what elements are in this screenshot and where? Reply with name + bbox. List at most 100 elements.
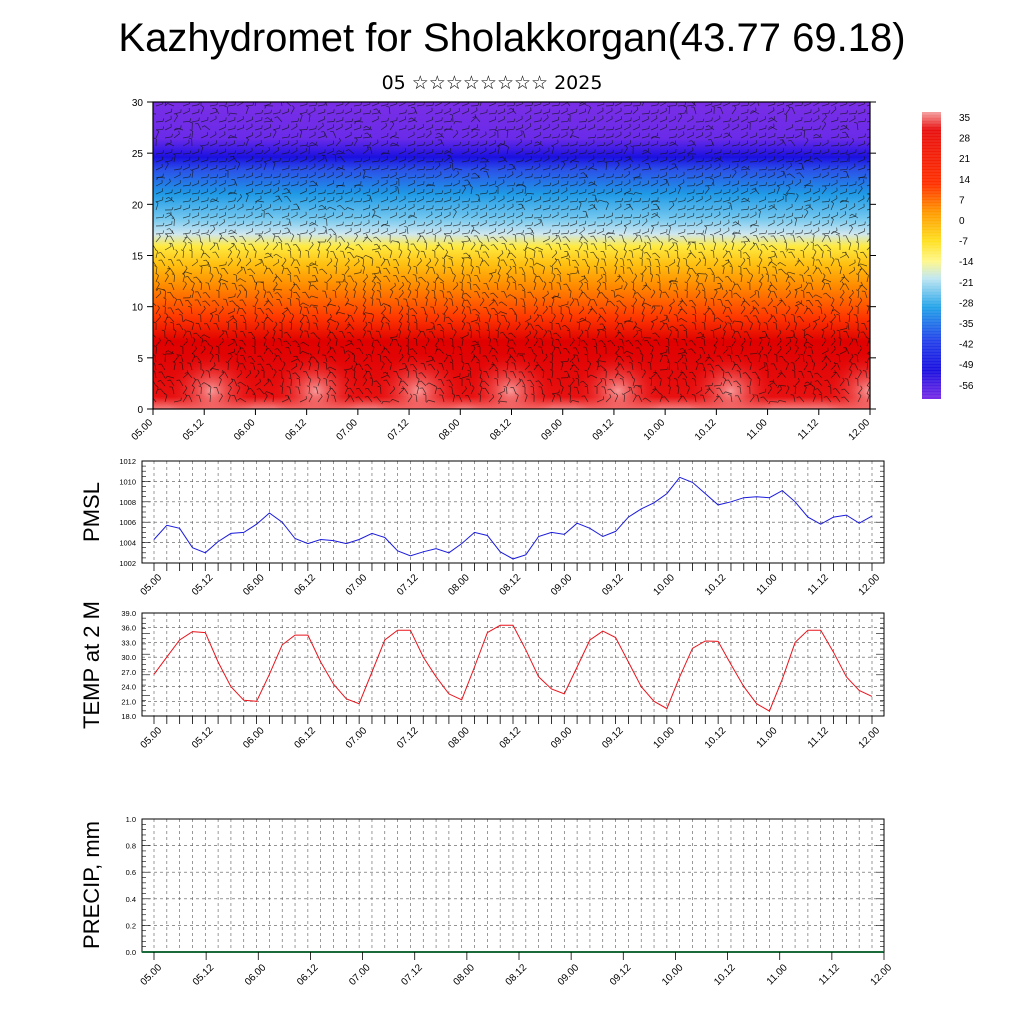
wind-barb-flag (523, 185, 527, 188)
wind-barb (209, 244, 216, 251)
wind-barb (182, 191, 190, 195)
wind-barb (497, 252, 504, 259)
wind-barb (425, 291, 430, 299)
wind-barb (641, 168, 649, 171)
wind-barb (405, 299, 409, 307)
wind-barb-flag (540, 214, 543, 218)
wind-barb (824, 278, 832, 283)
wind-barb (659, 159, 667, 163)
wind-barb-flag (183, 271, 186, 275)
wind-barb (227, 104, 235, 107)
wind-barb (560, 134, 568, 139)
wind-barb-flag (463, 252, 467, 255)
wind-barb (671, 279, 679, 283)
wind-barb (279, 299, 283, 307)
wind-barb (254, 166, 262, 171)
wind-barb (216, 267, 220, 275)
wind-barb-flag (742, 236, 746, 238)
wind-barb (749, 120, 757, 123)
wind-barb-flag (316, 249, 320, 252)
wind-barb (297, 267, 301, 275)
wind-barb (371, 160, 379, 163)
wind-barb (308, 158, 316, 163)
wind-barb-flag (426, 265, 430, 269)
wind-barb (367, 132, 373, 139)
wind-barb (677, 300, 683, 307)
wind-barb (432, 267, 436, 275)
wind-barb-flag (533, 273, 537, 276)
wind-barb (776, 187, 780, 195)
wind-barb-flag (148, 301, 151, 302)
wind-barb-flag (588, 105, 591, 108)
wind-barb (200, 182, 208, 187)
wind-barb (259, 307, 265, 315)
wind-barb (407, 182, 415, 187)
wind-barb (785, 188, 791, 195)
wind-barb (843, 276, 850, 283)
wind-barb (655, 236, 661, 243)
wind-barb (371, 223, 379, 227)
wind-barb (601, 292, 607, 299)
wind-barb-flag (760, 236, 764, 238)
wind-barb (785, 292, 791, 299)
wind-barb (324, 291, 328, 299)
wind-barb-flag (747, 213, 749, 217)
wind-barb-flag (513, 118, 516, 122)
wind-barb (326, 300, 332, 307)
wind-barb (353, 261, 360, 267)
wind-barb (335, 244, 341, 251)
wind-barb-flag (414, 198, 417, 202)
wind-barb (558, 235, 562, 243)
wind-barb (749, 230, 757, 235)
wind-barb (209, 182, 217, 187)
wind-barb (452, 230, 460, 235)
wind-barb-flag (521, 289, 525, 292)
wind-barb-flag (383, 257, 386, 261)
wind-barb-flag (165, 142, 168, 146)
wind-barb (704, 128, 712, 131)
wind-barb-flag (383, 275, 387, 277)
wind-barb-flag (441, 190, 444, 194)
wind-barb (821, 168, 829, 171)
wind-barb (667, 267, 670, 275)
wind-barb (677, 134, 685, 139)
wind-barb-flag (874, 190, 875, 193)
wind-barb (758, 207, 766, 211)
wind-barb (576, 299, 580, 307)
wind-barb (388, 107, 391, 115)
wind-barb-flag (617, 161, 620, 165)
wind-barb (155, 182, 163, 187)
wind-barb (299, 131, 303, 139)
wind-barb (218, 190, 226, 195)
wind-barb (839, 276, 845, 283)
wind-barb (362, 222, 370, 227)
wind-barb (803, 283, 809, 291)
wind-barb (218, 126, 226, 131)
wind-barb (281, 192, 289, 195)
wind-barb (803, 112, 811, 115)
wind-barb (450, 267, 454, 275)
wind-barb (155, 152, 163, 155)
wind-barb-flag (264, 265, 268, 268)
wind-barb (785, 215, 793, 219)
wind-barb (623, 227, 627, 235)
wind-barb (227, 200, 235, 203)
wind-barb (397, 299, 400, 307)
wind-barb (533, 166, 541, 171)
wind-barb (362, 299, 367, 307)
wind-barb (789, 173, 796, 179)
wind-barb (844, 251, 850, 259)
wind-barb (533, 120, 541, 123)
wind-barb (461, 267, 464, 275)
wind-barb (782, 251, 787, 259)
wind-barb (479, 112, 487, 115)
wind-barb-flag (239, 307, 243, 310)
wind-barb (415, 275, 418, 283)
wind-barb (605, 163, 608, 171)
wind-barb-flag (490, 244, 494, 246)
wind-barb (452, 144, 460, 147)
wind-barb (776, 110, 784, 115)
wind-barb-flag (850, 225, 853, 229)
wind-barb-flag (394, 282, 396, 286)
wind-barb-flag (362, 289, 366, 292)
